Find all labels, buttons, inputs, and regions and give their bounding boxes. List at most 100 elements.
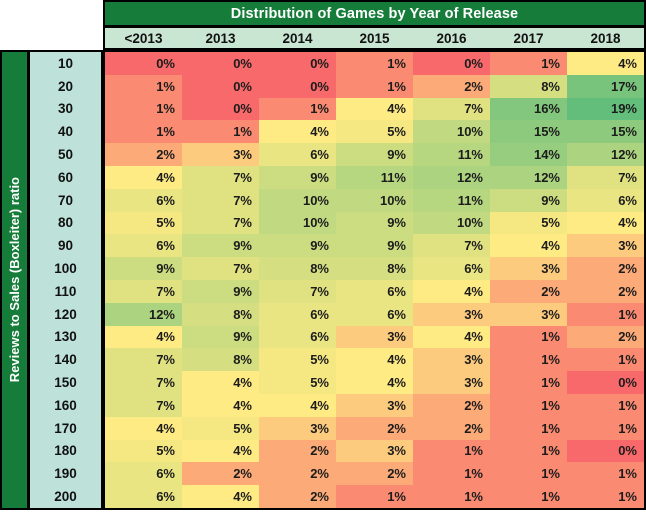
heatmap-cell[interactable]: 10% [259, 211, 336, 235]
heatmap-cell[interactable]: 3% [336, 439, 413, 463]
heatmap-cell[interactable]: 1% [336, 74, 413, 98]
heatmap-cell[interactable]: 1% [105, 120, 182, 144]
heatmap-cell[interactable]: 0% [182, 74, 259, 98]
heatmap-cell[interactable]: 8% [259, 257, 336, 280]
heatmap-cell[interactable]: 1% [336, 485, 413, 508]
heatmap-cell[interactable]: 3% [490, 257, 567, 280]
heatmap-cell[interactable]: 1% [490, 393, 567, 417]
heatmap-cell[interactable]: 1% [490, 52, 567, 75]
heatmap-cell[interactable]: 1% [567, 348, 644, 372]
heatmap-cell[interactable]: 4% [336, 348, 413, 372]
heatmap-cell[interactable]: 3% [336, 325, 413, 349]
heatmap-cell[interactable]: 11% [413, 143, 490, 166]
heatmap-cell[interactable]: 4% [105, 416, 182, 440]
heatmap-cell[interactable]: 7% [182, 165, 259, 189]
heatmap-cell[interactable]: 6% [336, 279, 413, 303]
heatmap-cell[interactable]: 10% [259, 188, 336, 212]
heatmap-cell[interactable]: 1% [490, 348, 567, 372]
heatmap-cell[interactable]: 0% [182, 52, 259, 75]
heatmap-cell[interactable]: 10% [336, 188, 413, 212]
heatmap-cell[interactable]: 7% [182, 188, 259, 212]
heatmap-cell[interactable]: 6% [105, 188, 182, 212]
heatmap-cell[interactable]: 7% [182, 257, 259, 280]
heatmap-cell[interactable]: 2% [413, 393, 490, 417]
heatmap-cell[interactable]: 0% [259, 74, 336, 98]
heatmap-cell[interactable]: 15% [490, 120, 567, 144]
heatmap-cell[interactable]: 1% [490, 325, 567, 349]
heatmap-cell[interactable]: 6% [259, 325, 336, 349]
heatmap-cell[interactable]: 15% [567, 120, 644, 144]
heatmap-cell[interactable]: 5% [259, 371, 336, 394]
heatmap-cell[interactable]: 4% [182, 393, 259, 417]
heatmap-cell[interactable]: 6% [105, 485, 182, 508]
heatmap-cell[interactable]: 3% [413, 348, 490, 372]
heatmap-cell[interactable]: 7% [567, 165, 644, 189]
heatmap-cell[interactable]: 6% [259, 143, 336, 166]
heatmap-cell[interactable]: 1% [413, 439, 490, 463]
heatmap-cell[interactable]: 4% [105, 325, 182, 349]
heatmap-cell[interactable]: 16% [490, 97, 567, 121]
heatmap-cell[interactable]: 1% [336, 52, 413, 75]
heatmap-cell[interactable]: 12% [413, 165, 490, 189]
heatmap-cell[interactable]: 5% [490, 211, 567, 235]
heatmap-cell[interactable]: 2% [105, 143, 182, 166]
heatmap-cell[interactable]: 7% [259, 279, 336, 303]
heatmap-cell[interactable]: 9% [490, 188, 567, 212]
heatmap-cell[interactable]: 5% [182, 416, 259, 440]
heatmap-cell[interactable]: 1% [413, 462, 490, 486]
heatmap-cell[interactable]: 14% [490, 143, 567, 166]
heatmap-cell[interactable]: 2% [336, 462, 413, 486]
heatmap-cell[interactable]: 12% [567, 143, 644, 166]
heatmap-cell[interactable]: 6% [413, 257, 490, 280]
heatmap-cell[interactable]: 1% [490, 485, 567, 508]
heatmap-cell[interactable]: 4% [259, 393, 336, 417]
heatmap-cell[interactable]: 11% [336, 165, 413, 189]
heatmap-cell[interactable]: 4% [182, 485, 259, 508]
heatmap-cell[interactable]: 2% [182, 462, 259, 486]
heatmap-cell[interactable]: 7% [182, 211, 259, 235]
heatmap-cell[interactable]: 12% [490, 165, 567, 189]
heatmap-cell[interactable]: 4% [567, 211, 644, 235]
heatmap-cell[interactable]: 7% [105, 348, 182, 372]
heatmap-cell[interactable]: 1% [182, 120, 259, 144]
heatmap-cell[interactable]: 7% [105, 393, 182, 417]
heatmap-cell[interactable]: 9% [182, 234, 259, 258]
heatmap-cell[interactable]: 4% [259, 120, 336, 144]
heatmap-cell[interactable]: 4% [413, 325, 490, 349]
heatmap-cell[interactable]: 9% [182, 279, 259, 303]
heatmap-cell[interactable]: 4% [413, 279, 490, 303]
heatmap-cell[interactable]: 3% [336, 393, 413, 417]
heatmap-cell[interactable]: 2% [259, 439, 336, 463]
heatmap-cell[interactable]: 3% [413, 302, 490, 326]
heatmap-cell[interactable]: 8% [490, 74, 567, 98]
heatmap-cell[interactable]: 8% [182, 302, 259, 326]
heatmap-cell[interactable]: 0% [413, 52, 490, 75]
heatmap-cell[interactable]: 6% [336, 302, 413, 326]
heatmap-cell[interactable]: 1% [105, 97, 182, 121]
heatmap-cell[interactable]: 0% [259, 52, 336, 75]
heatmap-cell[interactable]: 1% [567, 416, 644, 440]
heatmap-cell[interactable]: 2% [413, 74, 490, 98]
heatmap-cell[interactable]: 3% [413, 371, 490, 394]
heatmap-cell[interactable]: 2% [567, 325, 644, 349]
heatmap-cell[interactable]: 5% [259, 348, 336, 372]
heatmap-cell[interactable]: 9% [259, 165, 336, 189]
heatmap-cell[interactable]: 1% [490, 439, 567, 463]
heatmap-cell[interactable]: 1% [567, 393, 644, 417]
heatmap-cell[interactable]: 1% [567, 485, 644, 508]
heatmap-cell[interactable]: 1% [490, 416, 567, 440]
heatmap-cell[interactable]: 6% [567, 188, 644, 212]
heatmap-cell[interactable]: 8% [182, 348, 259, 372]
heatmap-cell[interactable]: 2% [413, 416, 490, 440]
heatmap-cell[interactable]: 8% [336, 257, 413, 280]
heatmap-cell[interactable]: 2% [336, 416, 413, 440]
heatmap-cell[interactable]: 5% [105, 211, 182, 235]
heatmap-cell[interactable]: 1% [259, 97, 336, 121]
heatmap-cell[interactable]: 3% [567, 234, 644, 258]
heatmap-cell[interactable]: 4% [490, 234, 567, 258]
heatmap-cell[interactable]: 1% [567, 462, 644, 486]
heatmap-cell[interactable]: 3% [259, 416, 336, 440]
heatmap-cell[interactable]: 4% [336, 97, 413, 121]
heatmap-cell[interactable]: 0% [567, 439, 644, 463]
heatmap-cell[interactable]: 5% [336, 120, 413, 144]
